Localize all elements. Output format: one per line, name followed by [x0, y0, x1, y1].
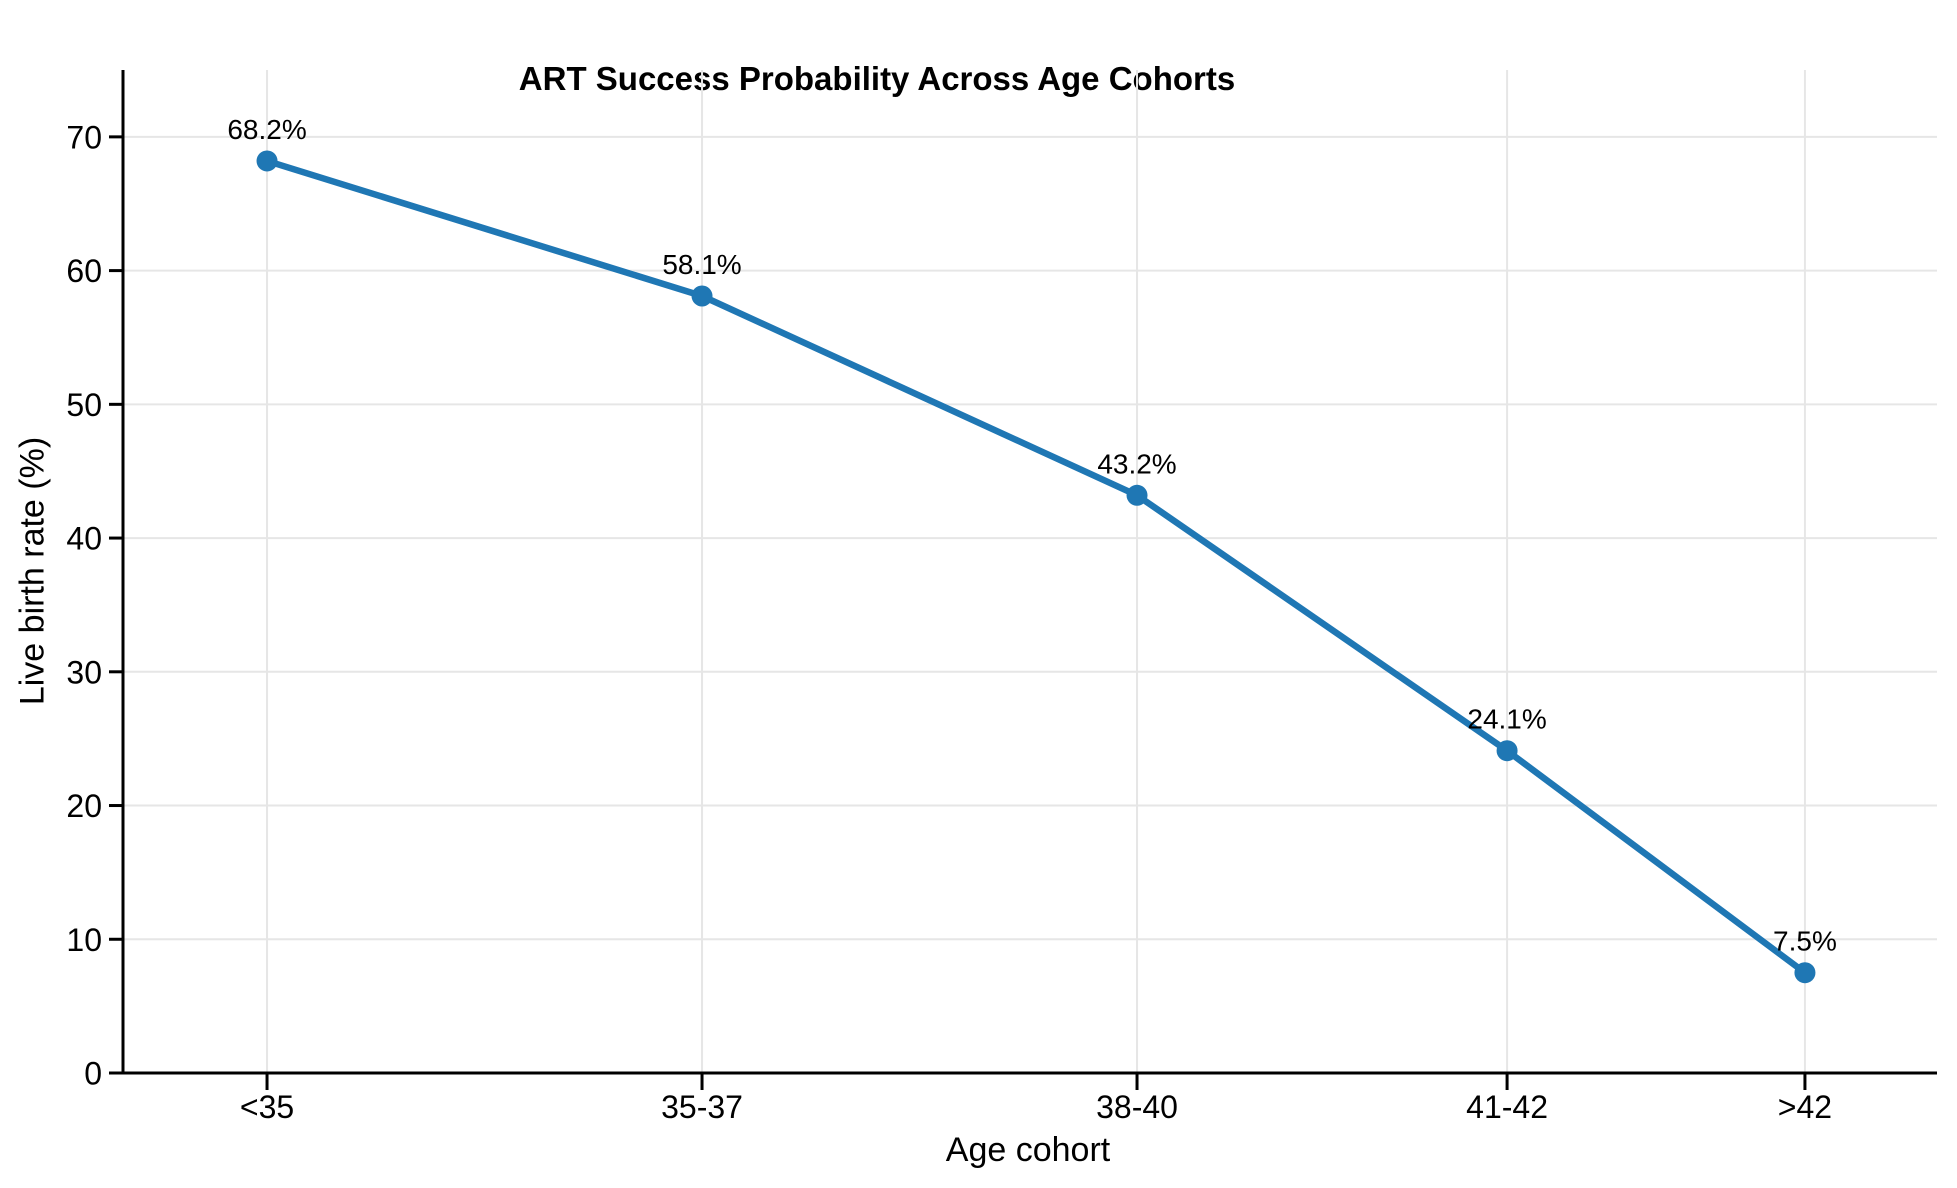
data-points: 68.2% 58.1% 43.2% 24.1% 7.5% [227, 114, 1837, 984]
x-tick-label: 41-42 [1466, 1089, 1548, 1125]
data-point-label: 68.2% [227, 114, 306, 145]
chart-title: ART Success Probability Across Age Cohor… [518, 60, 1236, 97]
x-tick-label: 38-40 [1096, 1089, 1178, 1125]
y-tick-label: 40 [66, 521, 102, 557]
y-tick-label: 60 [66, 253, 102, 289]
y-tick-label: 70 [66, 119, 102, 155]
y-tick-label: 10 [66, 922, 102, 958]
axes-spines [121, 70, 1937, 1075]
data-point-marker [691, 285, 713, 307]
data-point-marker [256, 150, 278, 172]
x-tick-label: 35-37 [661, 1089, 743, 1125]
y-tick-label: 0 [84, 1056, 102, 1092]
y-tick-label: 30 [66, 654, 102, 690]
data-point-marker [1794, 962, 1816, 984]
x-tick-label: >42 [1778, 1089, 1832, 1125]
data-point-label: 58.1% [662, 249, 741, 280]
gridlines [123, 70, 1937, 1074]
y-tick-label: 50 [66, 387, 102, 423]
data-point-marker [1496, 740, 1518, 762]
axis-ticks: 0 10 20 30 40 50 60 70 <35 35-37 38-40 41-42 >42 [66, 119, 1832, 1125]
data-point-label: 43.2% [1097, 448, 1176, 479]
data-point-marker [1126, 484, 1148, 506]
y-axis-title: Live birth rate (%) [13, 436, 52, 706]
x-tick-label: <35 [240, 1089, 294, 1125]
data-point-label: 24.1% [1467, 704, 1546, 735]
x-axis-title: Age cohort [945, 1131, 1111, 1169]
series-line [263, 157, 1809, 976]
data-point-label: 7.5% [1773, 926, 1837, 957]
y-tick-label: 20 [66, 788, 102, 824]
